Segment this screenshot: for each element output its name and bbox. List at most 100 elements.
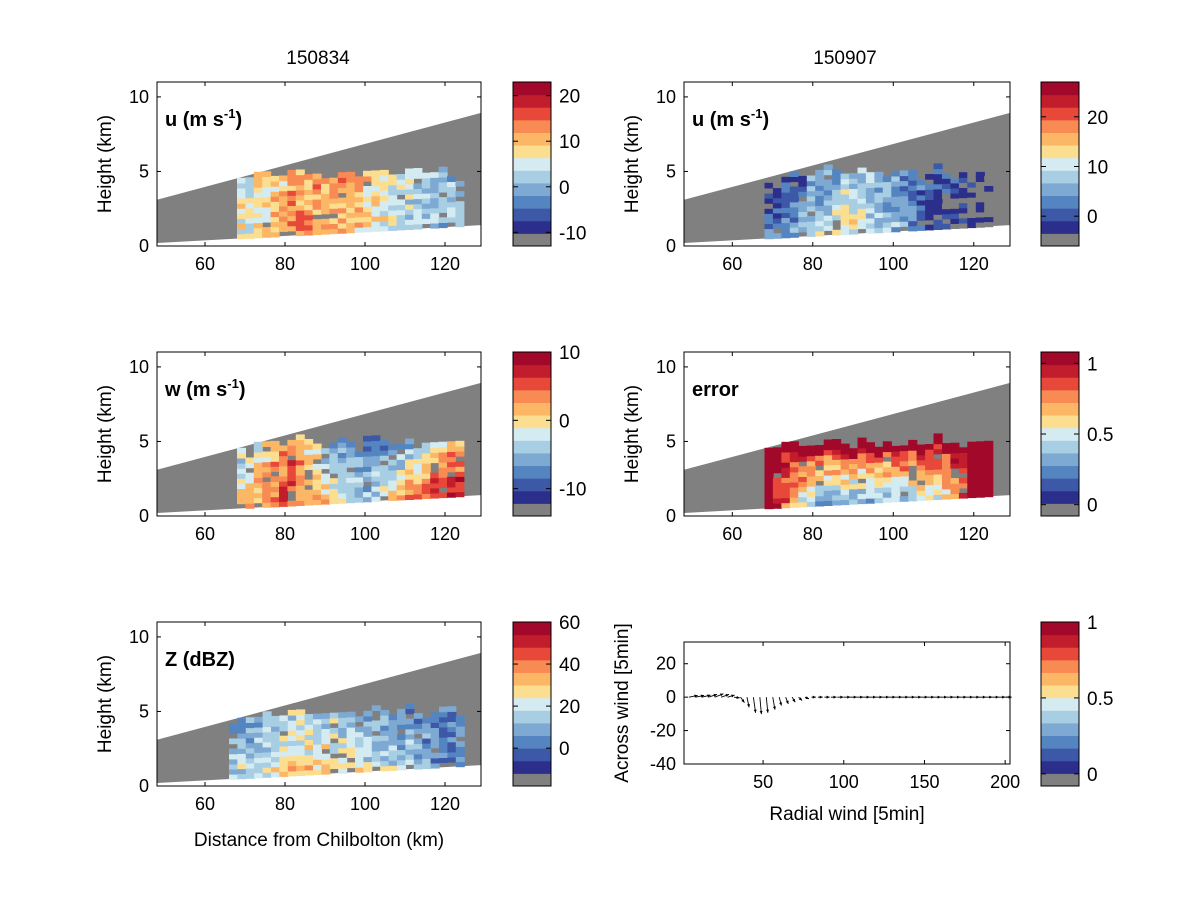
echo-cell [295, 495, 305, 501]
axes-frame [156, 81, 482, 247]
echo-cell [405, 453, 414, 460]
echo-cell [984, 486, 994, 493]
echo-cell [958, 447, 968, 453]
echo-cell [329, 208, 339, 214]
echo-cell [338, 768, 348, 774]
echo-cell [882, 206, 892, 213]
echo-cell [379, 195, 389, 201]
echo-cell [984, 201, 994, 207]
colorbar-swatch [1041, 710, 1079, 724]
echo-cell [984, 191, 994, 197]
echo-cell [363, 496, 372, 503]
echo-cell [379, 215, 389, 222]
colorbar-tick-label: 0 [559, 411, 570, 432]
echo-cell [865, 467, 875, 474]
colorbar-swatch [1041, 622, 1079, 636]
echo-cell [942, 193, 952, 200]
echo-cell [975, 466, 985, 473]
echo-cell [371, 740, 381, 747]
echo-cell [312, 448, 322, 455]
x-tick-label: 200 [990, 772, 1020, 792]
echo-cell [455, 481, 465, 488]
echo-cell [882, 481, 892, 488]
echo-cell [882, 227, 892, 233]
echo-cell [245, 472, 255, 479]
echo-cell [279, 200, 288, 207]
echo-cell [430, 447, 440, 453]
echo-cell [346, 171, 356, 178]
y-tick-label: 20 [656, 654, 676, 674]
echo-cell [865, 228, 875, 234]
echo-cell [430, 712, 440, 718]
echo-cell [254, 762, 264, 769]
echo-cell [950, 442, 960, 449]
echo-cell [270, 461, 280, 467]
echo-cell [806, 486, 816, 492]
echo-cell [899, 465, 909, 472]
echo-cell [430, 727, 440, 734]
echo-cell [975, 492, 985, 498]
echo-cell [925, 459, 935, 465]
echo-cell [840, 204, 850, 210]
echo-cell [806, 480, 816, 487]
echo-cell [371, 175, 381, 182]
echo-cell [363, 471, 372, 477]
echo-cell [262, 211, 272, 218]
echo-cell [296, 755, 306, 761]
echo-cell [245, 202, 255, 209]
echo-cell [379, 470, 389, 476]
echo-cell [849, 198, 859, 205]
echo-cell [253, 192, 263, 198]
echo-cell [908, 225, 918, 232]
colorbar-swatch [1041, 402, 1079, 416]
echo-cell [950, 488, 960, 494]
echo-cell [430, 172, 440, 178]
echo-cell [764, 473, 774, 479]
echo-cell [439, 747, 448, 753]
echo-cell [413, 763, 423, 770]
echo-cell [975, 461, 985, 468]
echo-cell [371, 445, 381, 452]
echo-cell [789, 481, 799, 488]
echo-cell [806, 221, 816, 227]
echo-cell [271, 751, 280, 758]
echo-cell [772, 457, 782, 464]
echo-cell [405, 188, 414, 195]
echo-cell [933, 474, 943, 480]
echo-cell [253, 202, 263, 208]
echo-cell [312, 178, 322, 185]
echo-cell [781, 451, 791, 458]
colorbar-swatch [513, 157, 551, 171]
echo-cell [388, 755, 398, 761]
echo-cell [764, 447, 774, 454]
colorbar-swatch [1041, 659, 1079, 673]
echo-cell [363, 196, 372, 202]
echo-cell [447, 721, 457, 728]
echo-cell [857, 177, 867, 184]
echo-cell [958, 192, 968, 199]
echo-cell [967, 186, 977, 193]
echo-cell [865, 457, 875, 464]
echo-cell [447, 186, 456, 193]
echo-cell [253, 217, 263, 224]
echo-cell [371, 216, 381, 222]
echo-cell [295, 474, 305, 481]
echo-cell [430, 457, 440, 464]
echo-cell [379, 220, 389, 227]
echo-cell [823, 495, 833, 501]
echo-cell [363, 726, 373, 732]
echo-cell [865, 212, 875, 219]
echo-cell [388, 469, 398, 476]
echo-cell [312, 193, 322, 200]
echo-cell [942, 468, 952, 475]
echo-cell [823, 485, 833, 491]
echo-cell [321, 478, 330, 485]
echo-cell [262, 196, 272, 203]
wind-arrow-head [989, 695, 993, 699]
echo-cell [438, 492, 448, 499]
echo-cell [891, 226, 901, 233]
echo-cell [840, 474, 850, 480]
echo-cell [916, 485, 926, 491]
echo-cell [279, 450, 288, 457]
echo-cell [806, 226, 816, 232]
